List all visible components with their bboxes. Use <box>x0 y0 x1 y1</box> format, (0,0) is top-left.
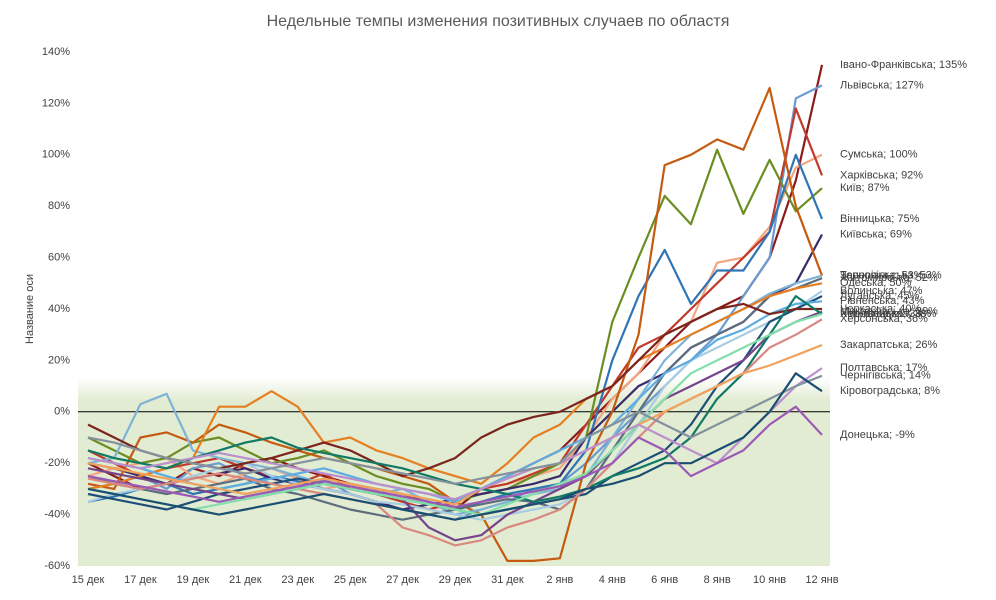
end-label: Луганська; 45% <box>840 290 920 302</box>
series-line <box>87 282 823 490</box>
x-tick-label: 2 янв <box>546 574 573 586</box>
y-tick-label: 60% <box>48 252 70 264</box>
end-label: Донецька; -9% <box>840 429 915 441</box>
y-tick-label: 100% <box>42 149 70 161</box>
end-label: Чернігівська; 14% <box>840 370 931 382</box>
series-line <box>87 405 823 508</box>
end-label: Рівненська; 43% <box>840 295 925 307</box>
end-label: Тернопільська; 53% <box>840 269 942 281</box>
end-label: Черкаська; 40% <box>840 303 921 315</box>
end-label: Хмельницька; 38% <box>840 308 937 320</box>
background-band <box>78 378 830 566</box>
y-tick-label: -20% <box>44 457 70 469</box>
y-tick-label: 40% <box>48 303 70 315</box>
end-label: Миколаївська; 39% <box>840 305 938 317</box>
y-tick-label: 20% <box>48 354 70 366</box>
x-tick-label: 21 дек <box>229 574 262 586</box>
y-tick-label: 0% <box>54 406 70 418</box>
series-line <box>87 290 823 521</box>
chart-title: Недельные темпы изменения позитивных слу… <box>267 13 730 30</box>
end-label: Закарпатська; 26% <box>840 339 938 351</box>
y-tick-label: 80% <box>48 200 70 212</box>
end-label: Херсонська; 36% <box>840 313 928 325</box>
x-tick-label: 15 дек <box>72 574 105 586</box>
x-tick-label: 10 янв <box>753 574 786 586</box>
end-label: Кіровоградська; 8% <box>840 385 940 397</box>
end-label: Івано-Франківська; 135% <box>840 59 967 71</box>
end-label: Київська; 69% <box>840 228 912 240</box>
end-label: Одеська; 50% <box>840 277 912 289</box>
series-line <box>87 343 823 506</box>
x-tick-label: 17 дек <box>124 574 157 586</box>
series-line <box>87 372 823 521</box>
end-label: Полтавська; 17% <box>840 362 928 374</box>
y-tick-label: -40% <box>44 509 70 521</box>
y-axis-label: Название оси <box>24 274 36 344</box>
x-tick-label: 12 янв <box>805 574 838 586</box>
x-tick-label: 8 янв <box>704 574 731 586</box>
x-tick-label: 23 дек <box>281 574 314 586</box>
y-tick-label: 120% <box>42 97 70 109</box>
x-tick-label: 29 дек <box>439 574 472 586</box>
end-label: Київ; 87% <box>840 182 890 194</box>
x-tick-label: 31 дек <box>491 574 524 586</box>
end-label: Вінницька; 75% <box>840 213 920 225</box>
x-tick-label: 27 дек <box>386 574 419 586</box>
series-line <box>87 374 823 485</box>
x-tick-label: 19 дек <box>177 574 210 586</box>
x-tick-label: 6 янв <box>651 574 678 586</box>
end-label: Житомирська; 52% <box>840 272 938 284</box>
end-label: Львівська; 127% <box>840 79 924 91</box>
x-tick-label: 25 дек <box>334 574 367 586</box>
end-label: Сумська; 100% <box>840 149 918 161</box>
end-label: Чернівецька; 38% <box>840 308 931 320</box>
y-tick-label: -60% <box>44 560 70 572</box>
end-label: Запорізька; 53% <box>840 269 924 281</box>
series-line <box>87 310 823 542</box>
y-tick-label: 140% <box>42 46 70 58</box>
end-label: Волинська; 47% <box>840 285 923 297</box>
series-line <box>87 313 823 516</box>
x-tick-label: 4 янв <box>599 574 626 586</box>
end-label: Харківська; 92% <box>840 169 923 181</box>
series-line <box>87 367 823 501</box>
